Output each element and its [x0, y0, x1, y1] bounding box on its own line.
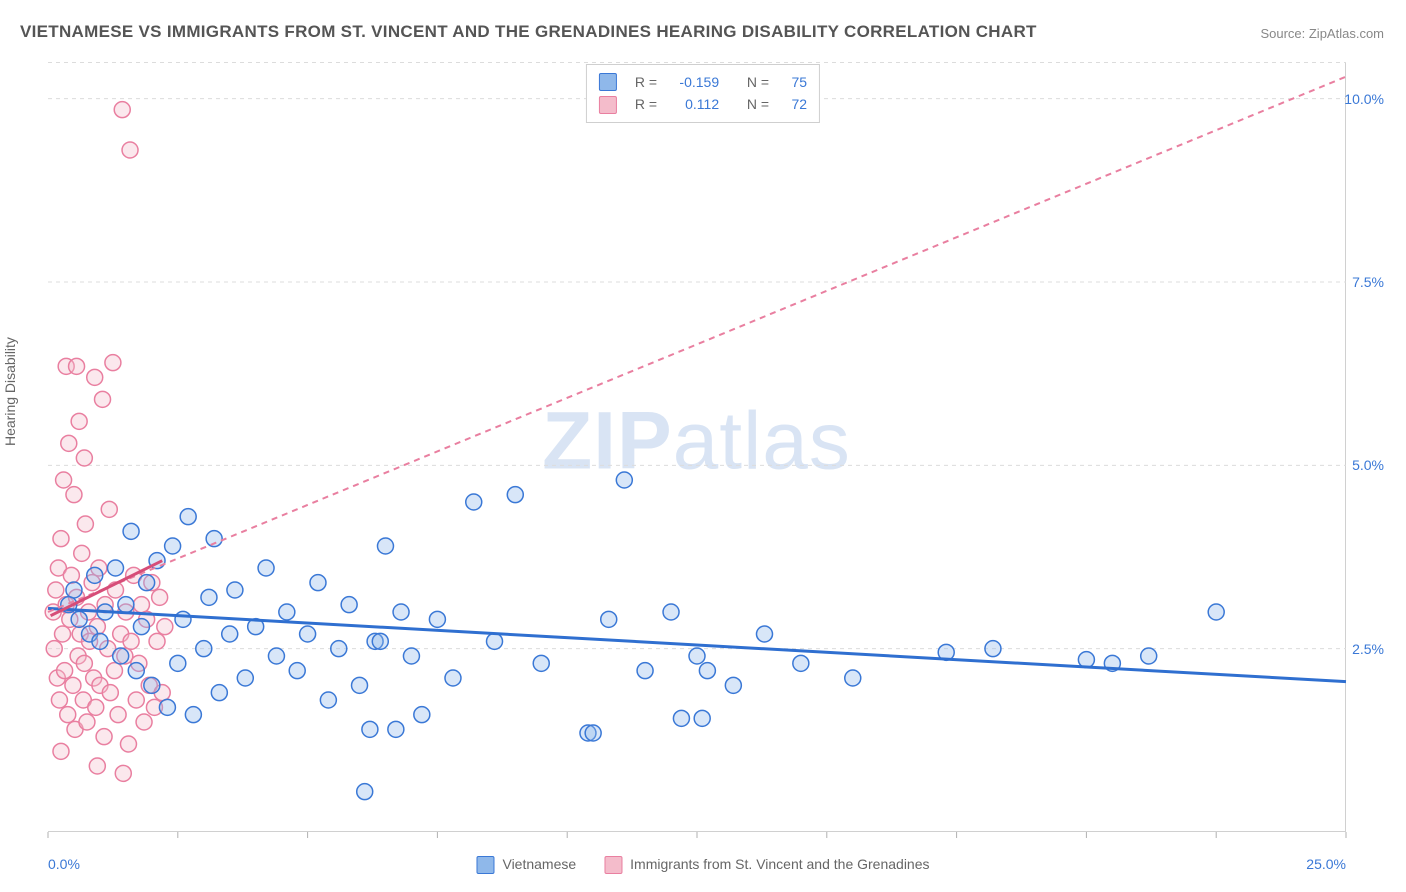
chart-title: VIETNAMESE VS IMMIGRANTS FROM ST. VINCEN… [20, 22, 1037, 42]
y-tick-label: 5.0% [1352, 457, 1384, 473]
stats-R-value-2: 0.112 [667, 93, 719, 115]
stats-box: R = -0.159 N = 75 R = 0.112 N = 72 [586, 64, 820, 123]
stats-swatch-1 [599, 73, 617, 91]
stats-N-value-2: 72 [779, 93, 807, 115]
legend: Vietnamese Immigrants from St. Vincent a… [476, 856, 929, 874]
legend-swatch-2 [604, 856, 622, 874]
stats-R-label-2: R = [635, 93, 657, 115]
stats-row-2: R = 0.112 N = 72 [599, 93, 807, 115]
y-tick-label: 7.5% [1352, 274, 1384, 290]
legend-label-2: Immigrants from St. Vincent and the Gren… [630, 856, 929, 872]
stats-N-label-2: N = [747, 93, 769, 115]
x-axis-min-label: 0.0% [48, 856, 80, 872]
stats-row-1: R = -0.159 N = 75 [599, 71, 807, 93]
stats-N-value-1: 75 [779, 71, 807, 93]
x-axis-max-label: 25.0% [1306, 856, 1346, 872]
stats-swatch-2 [599, 96, 617, 114]
stats-R-label: R = [635, 71, 657, 93]
stats-R-value-1: -0.159 [667, 71, 719, 93]
trend-layer [48, 62, 1345, 831]
legend-swatch-1 [476, 856, 494, 874]
y-tick-label: 10.0% [1344, 91, 1384, 107]
legend-label-1: Vietnamese [502, 856, 576, 872]
stats-N-label: N = [747, 71, 769, 93]
legend-item-1: Vietnamese [476, 856, 576, 874]
plot-area: ZIPatlas [48, 62, 1346, 832]
source-label: Source: ZipAtlas.com [1260, 26, 1384, 41]
y-tick-label: 2.5% [1352, 641, 1384, 657]
legend-item-2: Immigrants from St. Vincent and the Gren… [604, 856, 929, 874]
y-axis-label: Hearing Disability [2, 337, 18, 446]
